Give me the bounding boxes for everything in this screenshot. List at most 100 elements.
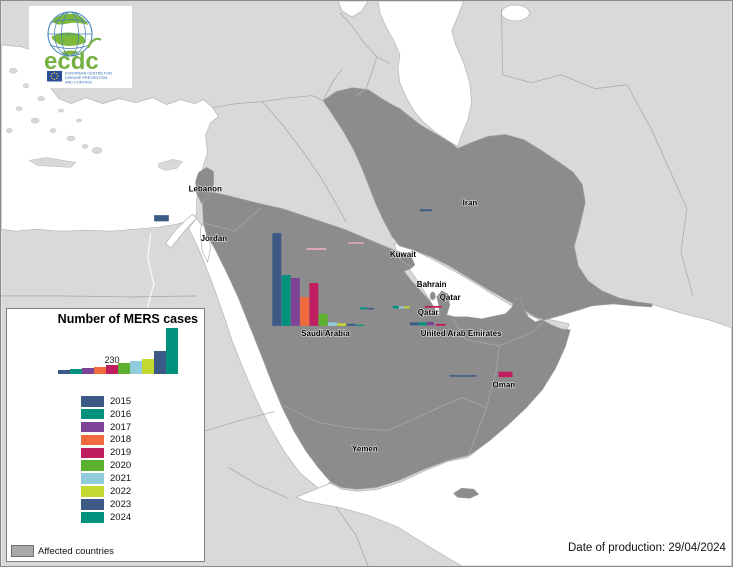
mini-mark-lebanon [153,214,170,223]
country-label-oman: Oman [493,381,516,390]
ecdc-leaf-swoosh [86,37,102,49]
saudi-bar-2021 [327,322,337,326]
saudi-bar-2022 [337,323,347,326]
sea-aral [501,4,530,22]
legend-scale-bar-2019 [106,364,118,374]
year-swatch-2015 [81,396,104,407]
mini-mark-united-arab-emirates [435,323,446,326]
mini-mark-saudi-arabia-north [306,248,327,250]
mini-mark-qatar [392,305,399,309]
year-swatch-2021 [81,473,104,484]
year-swatch-2024 [81,512,104,523]
mini-mark-oman [449,375,477,377]
country-label-jordan: Jordan [201,234,228,243]
legend-year-row-2018: 2018 [81,434,132,446]
saudi-bar-2016 [281,275,291,326]
year-label-2024: 2024 [110,511,132,523]
country-label-yemen: Yemen [352,444,378,453]
mini-mark-oman [498,371,513,378]
mini-mark-kuwait [348,242,365,244]
islands [6,68,184,171]
affected-countries-label: Affected countries [38,545,114,557]
mini-mark-bahrain [360,307,367,310]
year-swatch-2019 [81,447,104,459]
island-socotra [453,487,480,499]
country-label-kuwait: Kuwait [390,250,416,259]
legend-year-row-2020: 2020 [81,460,131,471]
island-crete [28,157,77,168]
year-swatch-2016 [81,408,104,420]
legend-scale-bar-2022 [142,358,154,374]
year-label-2015: 2015 [110,395,132,407]
mini-bar-charts [153,209,513,378]
saudi-bar-2019 [309,283,319,326]
saudi-bar-2018 [300,296,310,326]
year-label-2018: 2018 [110,434,132,446]
svg-text:EUROPEAN CENTRE FOR: EUROPEAN CENTRE FOR [65,72,112,76]
legend-year-row-2024: 2024 [81,512,131,523]
year-label-2021: 2021 [110,473,132,485]
affected-internal-borders [204,207,544,456]
sea-caspian [377,1,472,148]
legend-year-row-2016: 2016 [81,409,131,420]
svg-text:AND CONTROL: AND CONTROL [65,81,93,85]
year-swatch-2017 [81,421,104,433]
country-label-iran: Iran [463,198,478,207]
year-label-2023: 2023 [110,498,132,510]
legend-year-row-2017: 2017 [81,422,131,433]
svg-text:DISEASE PREVENTION: DISEASE PREVENTION [65,76,107,80]
legend-scale-bar-2015 [58,370,70,374]
legend-year-row-2022: 2022 [81,486,131,497]
country-labels: Lebanon Jordan Iran Kuwait Bahrain QatarQatar… [188,184,516,454]
affected-regions [195,87,653,499]
year-label-2020: 2020 [110,460,132,472]
year-label-2022: 2022 [110,485,132,497]
year-label-2016: 2016 [110,408,132,420]
mini-mark-qatar [424,305,442,308]
region-arabian-peninsula [202,189,571,490]
production-date: Date of production: 29/04/2024 [568,542,726,554]
saudi-bar-2020 [318,313,328,326]
legend-scale-bar-2024 [166,328,178,374]
legend-scale-reference: 230 [104,355,120,365]
mini-mark-qatar [398,306,404,309]
legend-year-row-2015: 2015 [81,396,131,407]
country-borders [1,8,694,566]
region-iran [322,87,653,321]
legend-scale-bar-2020 [118,362,130,374]
mini-mark-united-arab-emirates [409,322,419,326]
year-label-2017: 2017 [110,421,132,433]
mini-mark-bahrain [366,307,374,310]
year-swatch-2020 [81,460,104,471]
legend-year-row-2019: 2019 [81,447,131,459]
ecdc-org-name: EUROPEAN CENTRE FOR DISEASE PREVENTION A… [65,72,112,85]
sea-black [337,1,369,18]
legend-panel: Number of MERS cases 230 2015 2016 2017 201… [6,308,205,562]
island-cyprus [158,159,184,171]
saudi-bar-2023 [346,323,356,326]
country-label-bahrain: Bahrain [417,280,447,289]
mini-mark-united-arab-emirates [426,321,434,326]
saudi-arabia-bar-chart [272,233,365,326]
ecdc-logo: ecdc EUROPEAN CENTRE FOR DISEASE PREVENT… [29,6,132,88]
legend-affected-row: Affected countries [11,545,114,557]
legend-year-row-2023: 2023 [81,499,131,510]
saudi-bar-2024 [355,324,365,326]
sea-mediterranean [1,44,219,232]
legend-year-row-2021: 2021 [81,473,131,484]
globe-icon [47,11,93,57]
year-swatch-2023 [81,499,104,510]
legend-scale-bar-2017 [82,367,94,374]
gulf-of-suez [165,213,198,249]
legend-scale-bar-2023 [154,351,166,374]
saudi-bar-2017 [290,278,300,326]
country-label-saudi-arabia: Saudi Arabia [301,329,350,338]
legend-scale-chart [7,309,204,561]
country-label-qatar-upper: Qatar [440,293,461,302]
island-bahrain [429,291,436,301]
year-swatch-2018 [81,434,104,446]
affected-countries-swatch [11,545,34,557]
country-label-lebanon: Lebanon [189,184,222,193]
